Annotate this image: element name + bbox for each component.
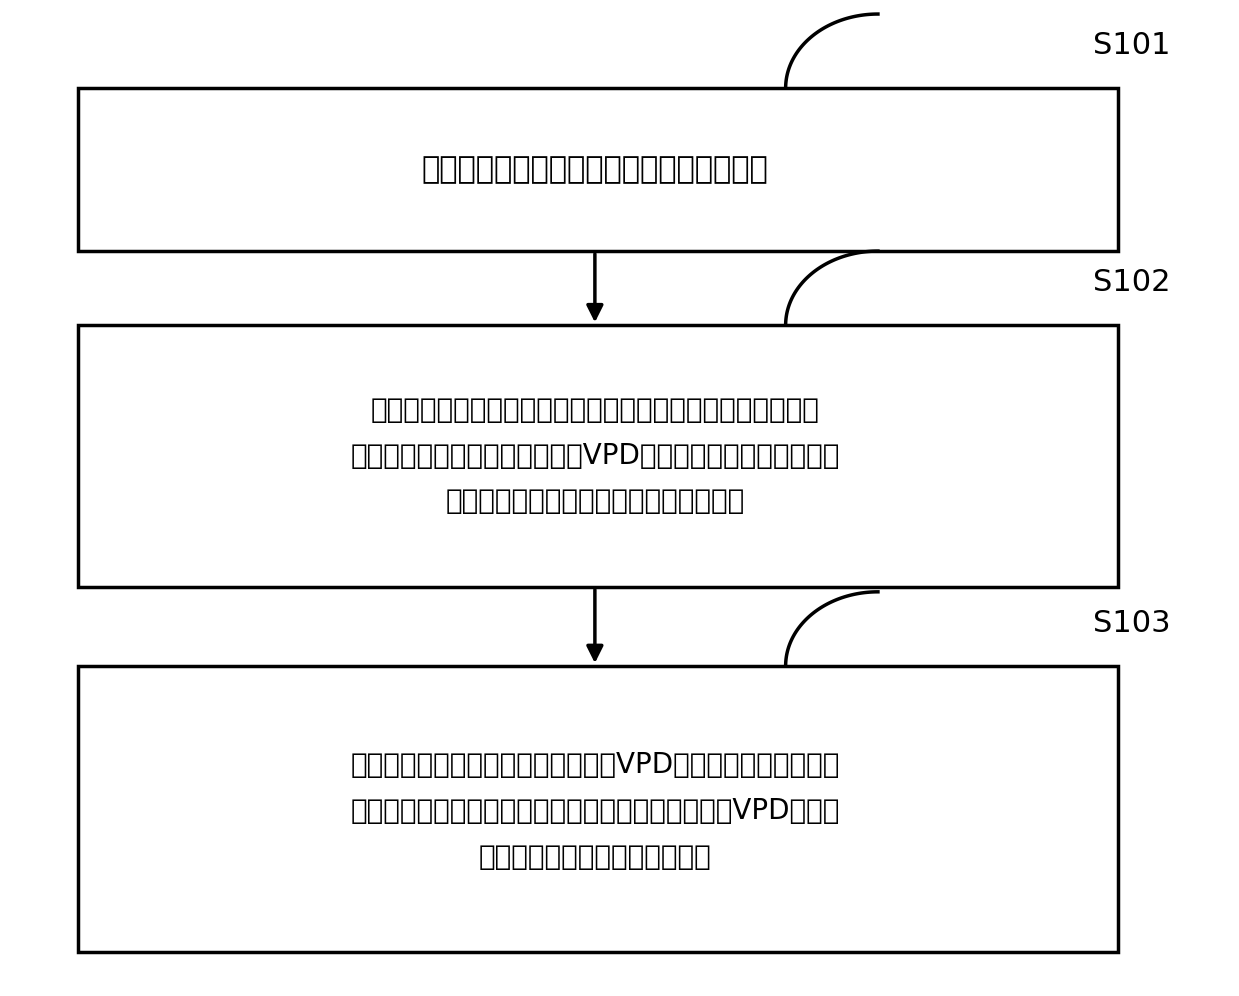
Text: S102: S102 [1093,268,1171,297]
FancyBboxPatch shape [78,88,1118,251]
Text: S101: S101 [1093,31,1171,60]
Text: 人机交互装置接收用户输入的功能选择信息: 人机交互装置接收用户输入的功能选择信息 [421,155,768,184]
Text: S103: S103 [1093,609,1171,637]
FancyBboxPatch shape [78,666,1118,952]
Text: 根据所述功能选择信息，所述单片机通过写数据的方式对所述
统一存储阵列备份电池模块进行VPD烧录，对所述统一存储阵列
备份电池模块进行系统报警信息监控修复: 根据所述功能选择信息，所述单片机通过写数据的方式对所述 统一存储阵列备份电池模块… [351,396,840,515]
FancyBboxPatch shape [78,325,1118,587]
Text: 在所述统一存储阵列备份电池模块的VPD信息烧录和系统报警信
息监控修复过程中，控制在所述人机交互装置上显示VPD信息烧
录进度以及修复情况的进度信息: 在所述统一存储阵列备份电池模块的VPD信息烧录和系统报警信 息监控修复过程中，控… [351,752,840,871]
